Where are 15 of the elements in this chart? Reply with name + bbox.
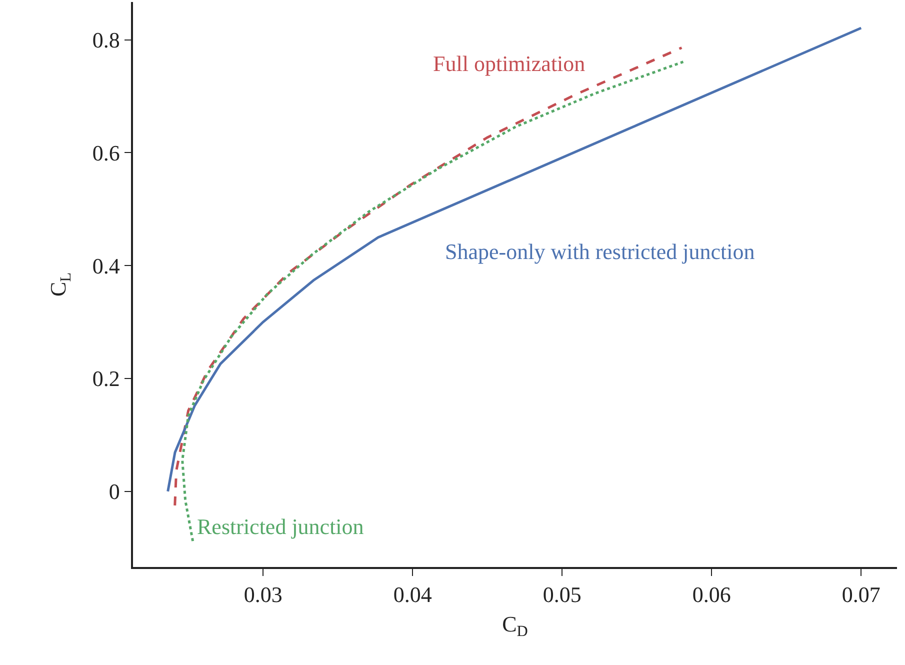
y-tick-label: 0.6 — [92, 140, 120, 166]
series-label: Restricted junction — [197, 514, 364, 539]
series-label: Shape-only with restricted junction — [445, 239, 755, 264]
x-tick-label: 0.03 — [244, 582, 282, 608]
y-tick-label: 0 — [108, 479, 120, 504]
x-tick-label: 0.07 — [842, 582, 880, 608]
y-tick-label: 0.2 — [92, 366, 120, 392]
y-tick-label: 0.4 — [92, 253, 120, 278]
x-tick-label: 0.05 — [542, 582, 582, 608]
x-tick-label: 0.06 — [692, 582, 731, 608]
y-tick-label: 0.8 — [92, 28, 120, 53]
x-tick-label: 0.04 — [393, 582, 432, 608]
series-label: Full optimization — [433, 51, 586, 76]
line-series — [166, 26, 862, 493]
x-axis-title: C$_{D}$ — [502, 612, 528, 640]
